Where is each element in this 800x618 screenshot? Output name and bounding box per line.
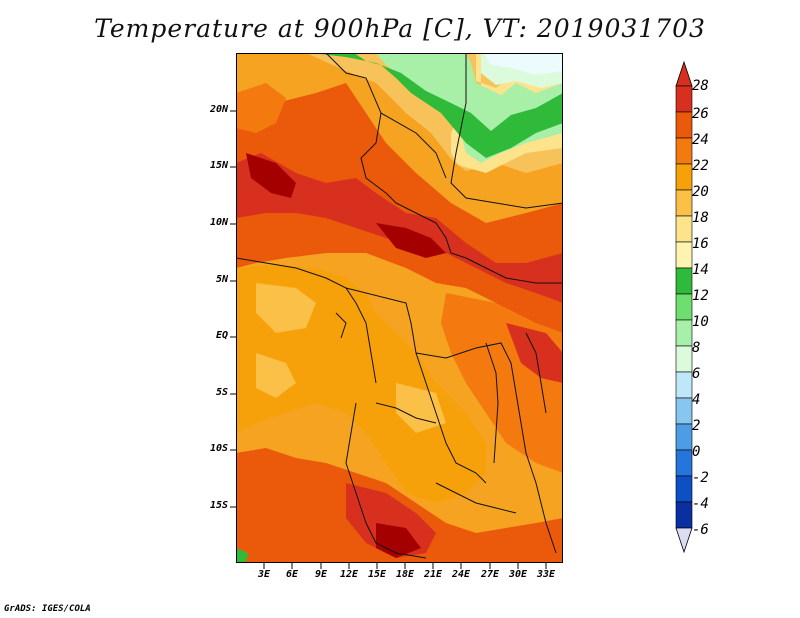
lon-label-6e: 6E	[285, 569, 299, 580]
lat-label-15s: 15S	[209, 500, 228, 511]
colorbar-label-12: 12	[692, 288, 709, 304]
colorbar-top-arrow	[675, 60, 693, 87]
lon-label-30e: 30E	[508, 569, 528, 580]
grads-credit: GrADS: IGES/COLA	[4, 604, 91, 614]
colorbar-label-14: 14	[692, 262, 709, 278]
lat-label-5s: 5S	[215, 387, 228, 398]
colorbar-segment	[675, 345, 693, 373]
east-hot-patch	[506, 323, 563, 383]
colorbar-label-minus6: -6	[692, 522, 709, 538]
colorbar-segment	[675, 163, 693, 191]
colorbar-segment	[675, 85, 693, 113]
colorbar-label-0: 0	[692, 444, 701, 460]
colorbar-segment	[675, 449, 693, 477]
colorbar-segment	[675, 501, 693, 529]
colorbar-segment	[675, 241, 693, 269]
longitude-ticks	[263, 563, 547, 569]
lon-label-3e: 3E	[257, 569, 271, 580]
lat-label-10n: 10N	[209, 217, 228, 228]
colorbar-label-4: 4	[692, 392, 701, 408]
colorbar-segment	[675, 111, 693, 139]
colorbar-label-6: 6	[692, 366, 701, 382]
colorbar-label-18: 18	[692, 210, 709, 226]
colorbar-label-2: 2	[692, 418, 701, 434]
hottest-spot-central	[376, 223, 446, 258]
lon-label-24e: 24E	[451, 569, 471, 580]
colorbar-label-28: 28	[692, 78, 709, 94]
colorbar-segment	[675, 293, 693, 321]
lon-label-27e: 27E	[480, 569, 500, 580]
lat-label-15n: 15N	[209, 160, 228, 171]
lon-label-18e: 18E	[395, 569, 415, 580]
lon-label-9e: 9E	[314, 569, 328, 580]
colorbar-label-16: 16	[692, 236, 709, 252]
colorbar-segment	[675, 475, 693, 503]
colorbar-segment	[675, 319, 693, 347]
colorbar-segment	[675, 189, 693, 217]
borders	[236, 53, 563, 559]
lon-label-21e: 21E	[423, 569, 443, 580]
colorbar-segment	[675, 267, 693, 295]
light-patch-3	[396, 383, 446, 433]
hottest-spot-west	[246, 153, 296, 198]
colorbar-segment	[675, 423, 693, 451]
colorbar-label-minus2: -2	[692, 470, 709, 486]
colorbar-segment	[675, 397, 693, 425]
colorbar	[675, 60, 693, 554]
lon-label-15e: 15E	[367, 569, 387, 580]
map-frame	[236, 53, 563, 563]
colorbar-segment	[675, 137, 693, 165]
colorbar-segment	[675, 371, 693, 399]
green-zone-dark	[311, 53, 563, 158]
lat-label-eq: EQ	[215, 330, 228, 341]
southwest-green-patch	[236, 548, 248, 563]
lat-label-5n: 5N	[215, 274, 228, 285]
colorbar-label-20: 20	[692, 184, 709, 200]
colorbar-label-26: 26	[692, 106, 709, 122]
colorbar-label-22: 22	[692, 158, 709, 174]
colorbar-segment	[675, 215, 693, 243]
colorbar-label-8: 8	[692, 340, 701, 356]
colorbar-bottom-arrow	[675, 527, 693, 554]
map-title: Temperature at 900hPa [C], VT: 201903170…	[94, 14, 706, 43]
colorbar-label-24: 24	[692, 132, 709, 148]
lat-label-20n: 20N	[209, 104, 228, 115]
pale-zone	[484, 53, 563, 75]
latitude-ticks	[230, 110, 236, 508]
lat-label-10s: 10S	[209, 443, 228, 454]
colorbar-label-10: 10	[692, 314, 709, 330]
light-patch-2	[256, 353, 296, 398]
lon-label-12e: 12E	[339, 569, 359, 580]
south-hottest-patch	[376, 523, 421, 558]
lon-label-33e: 33E	[536, 569, 556, 580]
temperature-map	[236, 53, 563, 563]
warm-northwest	[236, 83, 286, 133]
colorbar-label-minus4: -4	[692, 496, 709, 512]
light-patch-1	[256, 283, 316, 333]
